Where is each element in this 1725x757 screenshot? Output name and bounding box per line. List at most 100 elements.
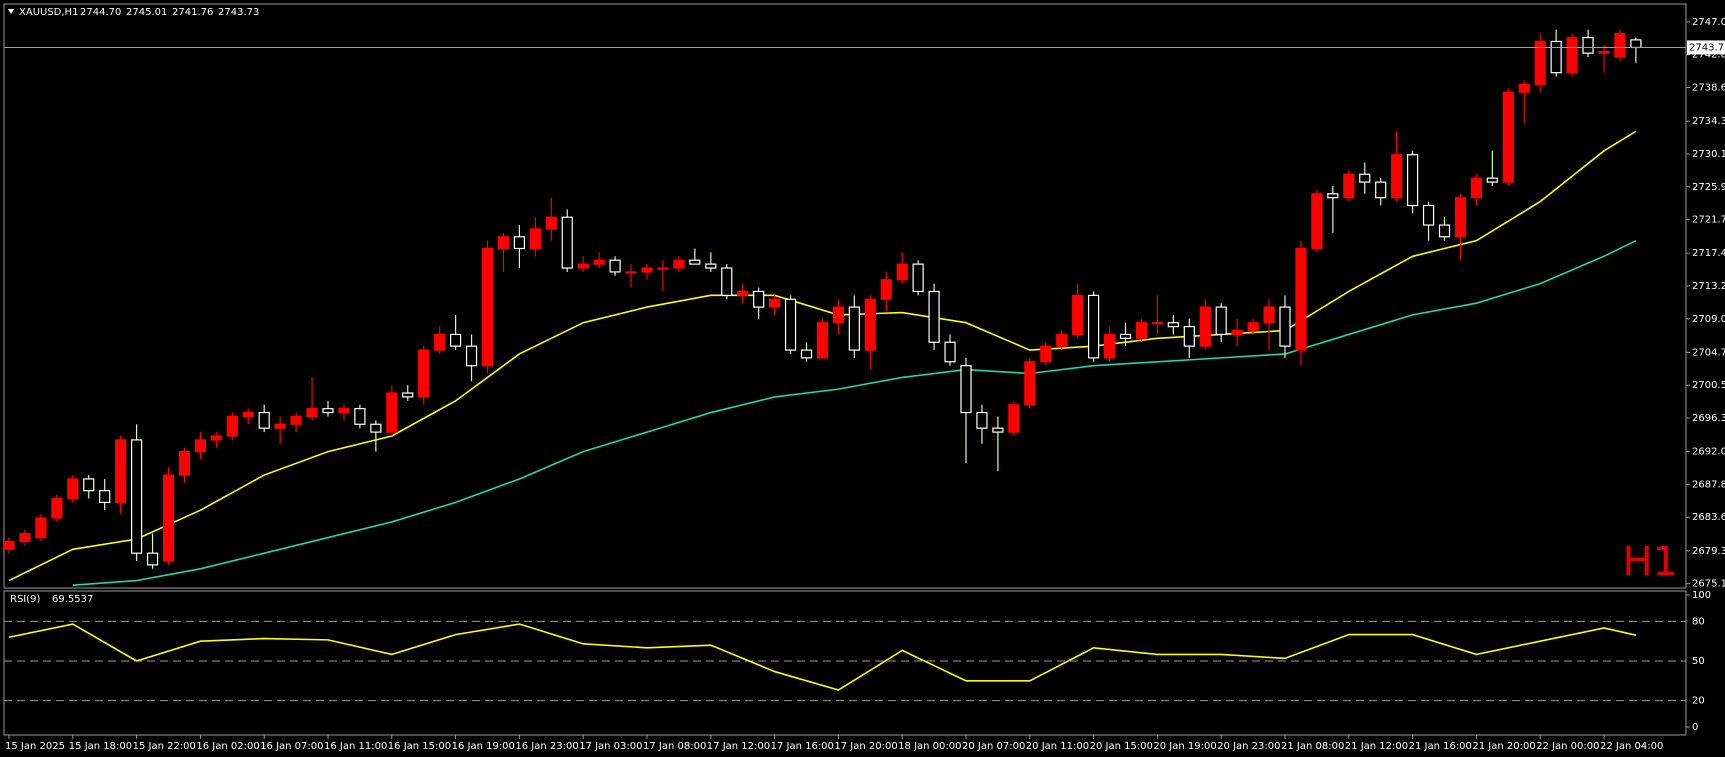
candle-body [402,392,414,398]
x-tick-label: 16 Jan 19:00 [452,741,515,752]
candle-body [832,306,845,324]
candle-body [1518,83,1530,93]
candle-body [1295,247,1307,351]
candle-body [1167,322,1179,328]
x-tick-label: 20 Jan 07:00 [962,741,1025,752]
y-tick-label: 20 [1692,696,1705,707]
y-tick-label: 2742.80 [1692,50,1725,61]
y-tick-label: 2700.50 [1692,380,1725,391]
candle-body [67,478,79,500]
candle-body [99,490,111,504]
y-tick-label: 2709.00 [1692,314,1725,325]
candle-body [1391,154,1403,199]
candle-body [354,408,366,425]
x-tick-label: 15 Jan 2025 [5,741,65,752]
candle-body [1598,50,1610,54]
x-tick-label: 16 Jan 23:00 [515,741,578,752]
candle-body [513,236,526,250]
candle-body [721,267,733,296]
y-tick-label: 2747.00 [1692,17,1725,28]
candle-body [641,267,653,273]
y-tick-label: 2721.70 [1692,215,1725,226]
candle-body [880,279,892,300]
menu-arrow[interactable] [8,9,14,14]
candle-body [1040,345,1052,363]
x-tick-label: 21 Jan 20:00 [1472,741,1535,752]
candle-body [1199,306,1211,347]
x-tick-label: 17 Jan 20:00 [834,741,897,752]
x-tick-label: 17 Jan 08:00 [643,741,706,752]
candle-body [1502,91,1514,183]
x-tick-label: 20 Jan 23:00 [1217,741,1280,752]
main-panel [3,3,1687,589]
candle-body [1072,294,1084,336]
candle-body [1327,193,1339,199]
x-tick-label: 15 Jan 22:00 [133,741,196,752]
x-tick-label: 20 Jan 19:00 [1153,741,1216,752]
candle-body [1183,326,1195,347]
timeframe-label: H1 [1622,539,1678,585]
candle-body [1614,33,1626,58]
candle-body [434,333,446,351]
candle-body [178,451,191,476]
x-tick-label: 22 Jan 00:00 [1536,741,1599,752]
ohlc-label: 2741.76 [172,7,213,18]
rsi-line [8,623,1637,691]
current-price-box [1687,40,1725,55]
candle-body [1406,154,1419,207]
candle-body [816,322,829,359]
candle-body [370,423,382,433]
candle-body [625,271,637,274]
candle-body [162,474,175,562]
candle-body [1630,39,1642,49]
candle-body [258,411,270,429]
y-tick-label: 100 [1692,590,1711,601]
candle-body [1343,173,1355,199]
y-tick-label: 2734.30 [1692,116,1725,127]
candle-body [577,263,589,269]
candle-body [1056,333,1068,347]
candle-body [960,365,972,414]
candle-body [529,228,541,250]
moving-average [72,239,1637,587]
candle-body [689,259,701,265]
x-tick-label: 16 Jan 15:00 [388,741,451,752]
candle-body [19,533,31,543]
candle-body [35,517,47,539]
y-tick-label: 2738.60 [1692,83,1725,94]
candle-body [673,259,685,269]
candle-body [338,408,350,414]
candle-body [1263,306,1275,324]
candle-body [1470,177,1483,199]
y-tick-label: 0 [1692,722,1698,733]
candle-body [753,290,765,308]
x-tick-label: 21 Jan 08:00 [1281,741,1344,752]
candle-body [242,411,254,418]
candle-body [210,435,222,441]
candle-body [864,298,876,351]
x-tick-label: 20 Jan 15:00 [1090,741,1153,752]
candle-body [465,345,478,367]
x-tick-label: 16 Jan 07:00 [260,741,323,752]
candle-body [1135,322,1148,339]
candle-body [1550,40,1562,74]
candle-body [800,349,813,359]
candle-body [1215,306,1227,336]
x-tick-label: 17 Jan 12:00 [707,741,770,752]
candle-body [1566,36,1578,74]
candle-body [306,408,318,418]
ohlc-label: 2743.73 [218,7,259,18]
x-tick-label: 16 Jan 11:00 [324,741,387,752]
candle-body [1279,306,1291,347]
candle-body [1582,36,1594,54]
candle-body [593,259,605,265]
candle-body [1359,173,1371,183]
candle-body [545,216,557,230]
y-tick-label: 2717.40 [1692,248,1725,259]
y-tick-label: 2683.60 [1692,512,1725,523]
y-tick-label: 2730.10 [1692,149,1725,160]
candle-body [768,298,781,308]
candle-body [657,267,669,270]
x-tick-label: 15 Jan 18:00 [69,741,132,752]
